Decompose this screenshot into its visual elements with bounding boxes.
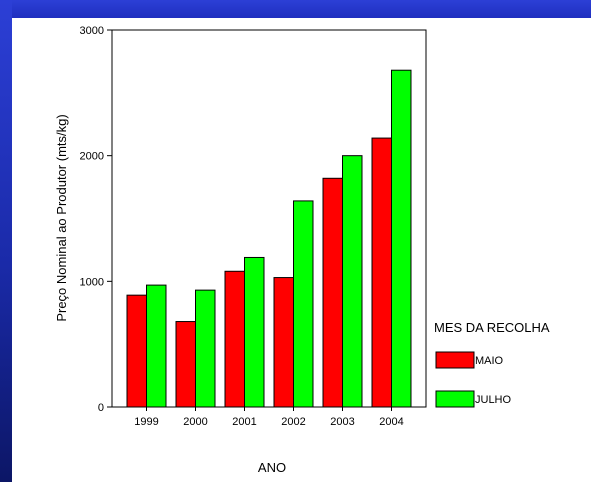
x-tick-label: 2004 (379, 416, 403, 428)
legend-label-maio: MAIO (475, 355, 504, 367)
bar-maio-1999 (126, 294, 147, 408)
x-axis-title: ANO (258, 460, 286, 475)
bar-julho-2004 (391, 69, 412, 408)
bar-julho-2002 (293, 200, 314, 408)
plot-area (111, 29, 427, 408)
x-tick-label: 1999 (134, 416, 158, 428)
frame-top-bar (0, 0, 591, 18)
bar-julho-2000 (195, 289, 216, 408)
x-tick-label: 2000 (183, 416, 207, 428)
bar-julho-2003 (342, 155, 363, 408)
legend-swatch-maio (435, 351, 475, 369)
x-tick-label: 2001 (232, 416, 256, 428)
legend-label-julho: JULHO (475, 394, 512, 406)
y-axis: 0 1000 2000 3000 (80, 25, 112, 414)
plot-frame (111, 29, 427, 408)
x-axis: 1999 2000 2001 2002 2003 2004 (134, 407, 404, 428)
bar-julho-2001 (244, 256, 265, 408)
y-tick-label: 0 (98, 402, 104, 414)
legend: MES DA RECOLHA MAIO JULHO (434, 320, 550, 408)
x-tick-label: 2002 (281, 416, 305, 428)
frame-left-bar (0, 0, 12, 482)
y-axis-title: Preço Nominal ao Produtor (mts/kg) (54, 114, 69, 321)
y-tick-label: 1000 (80, 276, 104, 288)
bar-julho-1999 (146, 284, 167, 408)
legend-swatch-julho (435, 390, 475, 408)
legend-title: MES DA RECOLHA (434, 320, 550, 335)
bar-maio-2003 (322, 177, 343, 408)
bar-maio-2002 (273, 277, 294, 408)
bar-maio-2004 (371, 137, 392, 408)
bar-maio-2001 (224, 270, 245, 408)
x-tick-label: 2003 (330, 416, 354, 428)
bars (126, 69, 412, 408)
y-tick-label: 3000 (80, 25, 104, 37)
bar-maio-2000 (175, 321, 196, 408)
y-tick-label: 2000 (80, 151, 104, 163)
